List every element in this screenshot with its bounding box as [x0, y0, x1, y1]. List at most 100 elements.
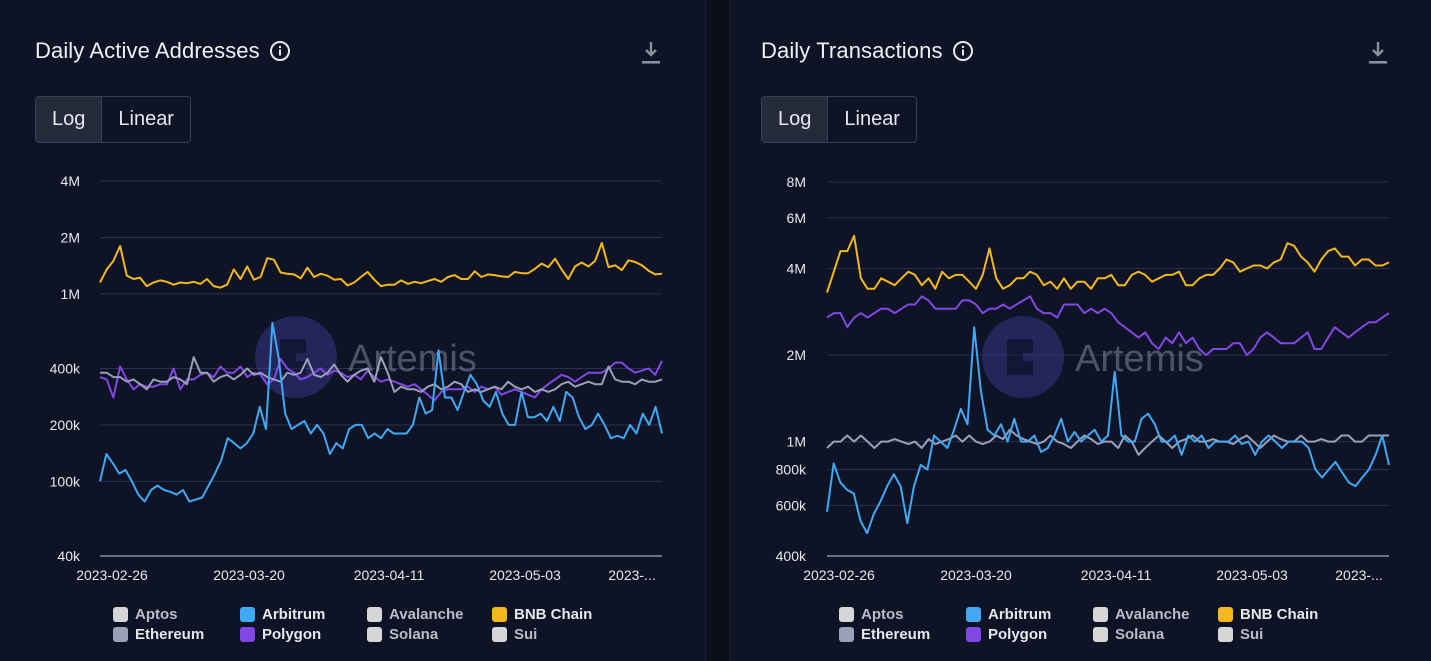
series-line-polygon[interactable] — [99, 357, 663, 402]
legend-item-solana[interactable]: Solana — [367, 626, 492, 643]
x-tick-label: 2023-05-03 — [1216, 567, 1288, 583]
legend-item-aptos[interactable]: Aptos — [113, 606, 240, 623]
legend-item-avalanche[interactable]: Avalanche — [1093, 606, 1218, 623]
series-line-ethereum[interactable] — [100, 356, 663, 393]
y-tick-label: 1M — [61, 286, 80, 302]
legend-item-polygon[interactable]: Polygon — [240, 626, 367, 643]
legend-label: Solana — [389, 626, 439, 643]
artemis-watermark: Artemis — [982, 316, 1204, 398]
chart-legend: Aptos Arbitrum Avalanche BNB Chain Ethereum P… — [839, 606, 1348, 643]
legend-label: Sui — [1240, 626, 1264, 643]
legend-item-avalanche[interactable]: Avalanche — [367, 606, 492, 623]
x-tick-label: 2023-04-11 — [354, 567, 425, 583]
legend-label: Arbitrum — [262, 606, 326, 623]
y-tick-label: 400k — [776, 548, 807, 564]
legend-item-arbitrum[interactable]: Arbitrum — [240, 606, 367, 623]
legend-label: Arbitrum — [988, 606, 1052, 623]
watermark-text: Artemis — [1075, 338, 1204, 380]
chart-legend: Aptos Arbitrum Avalanche BNB Chain Ethereum P… — [113, 606, 622, 643]
series-line-polygon[interactable] — [826, 295, 1390, 357]
y-tick-label: 600k — [776, 497, 807, 513]
x-tick-label: 2023-02-26 — [803, 567, 875, 583]
y-tick-label: 4M — [61, 173, 80, 189]
x-tick-label: 2023-... — [1335, 567, 1382, 583]
y-tick-label: 100k — [50, 473, 81, 489]
daily-active-addresses-panel: Daily Active Addresses Log Linear 4M 2M 1M… — [0, 0, 706, 661]
y-tick-label: 4M — [787, 261, 806, 277]
legend-item-ethereum[interactable]: Ethereum — [113, 626, 240, 643]
y-tick-label: 2M — [61, 229, 80, 245]
artemis-logo-mark — [1007, 339, 1033, 375]
legend-item-aptos[interactable]: Aptos — [839, 606, 966, 623]
series-line-bnb-chain[interactable] — [99, 241, 663, 289]
daily-transactions-chart: 8M 6M 4M 2M 1M 800k 600k 400k Artemis 2023-02-26 2… — [776, 174, 1390, 583]
legend-swatch — [240, 627, 255, 642]
log-scale-button[interactable]: Log — [762, 97, 829, 142]
legend-item-solana[interactable]: Solana — [1093, 626, 1218, 643]
linear-scale-button[interactable]: Linear — [118, 108, 174, 130]
legend-swatch — [492, 627, 507, 642]
download-icon[interactable] — [640, 40, 662, 66]
linear-scale-button[interactable]: Linear — [844, 108, 900, 130]
log-scale-button[interactable]: Log — [36, 97, 103, 142]
legend-swatch — [1093, 627, 1108, 642]
legend-swatch — [367, 607, 382, 622]
scale-toggle: Log Linear — [35, 96, 191, 143]
legend-swatch — [1218, 627, 1233, 642]
y-tick-label: 400k — [50, 361, 81, 377]
daily-active-addresses-chart: 4M 2M 1M 400k 200k 100k 40k Artemis 2023-02-26 20… — [50, 173, 663, 583]
series-line-arbitrum[interactable] — [826, 326, 1390, 535]
legend-swatch — [113, 607, 128, 622]
chart-title-text: Daily Transactions — [761, 38, 943, 63]
legend-label: Sui — [514, 626, 538, 643]
x-tick-label: 2023-04-11 — [1081, 567, 1152, 583]
y-tick-label: 6M — [787, 210, 806, 226]
y-tick-label: 40k — [57, 548, 81, 564]
legend-item-arbitrum[interactable]: Arbitrum — [966, 606, 1093, 623]
legend-swatch — [839, 627, 854, 642]
legend-label: Avalanche — [389, 606, 464, 623]
watermark-text: Artemis — [348, 338, 477, 380]
y-tick-label: 800k — [776, 461, 807, 477]
x-tick-label: 2023-... — [608, 567, 655, 583]
y-tick-label: 1M — [787, 434, 806, 450]
y-tick-label: 2M — [787, 347, 806, 363]
legend-swatch — [966, 627, 981, 642]
legend-label: BNB Chain — [1240, 606, 1319, 623]
legend-item-sui[interactable]: Sui — [492, 626, 622, 643]
legend-swatch — [492, 607, 507, 622]
legend-label: Polygon — [262, 626, 322, 643]
legend-swatch — [839, 607, 854, 622]
daily-transactions-panel: Daily Transactions Log Linear 8M 6M 4M 2M 1M… — [730, 0, 1431, 661]
legend-swatch — [113, 627, 128, 642]
info-icon[interactable] — [269, 40, 291, 62]
legend-label: Ethereum — [135, 626, 205, 643]
y-tick-label: 8M — [787, 174, 806, 190]
legend-item-bnb-chain[interactable]: BNB Chain — [1218, 606, 1348, 623]
legend-swatch — [367, 627, 382, 642]
download-icon[interactable] — [1367, 40, 1389, 66]
legend-label: Solana — [1115, 626, 1165, 643]
legend-item-ethereum[interactable]: Ethereum — [839, 626, 966, 643]
legend-swatch — [240, 607, 255, 622]
legend-swatch — [966, 607, 981, 622]
legend-label: Ethereum — [861, 626, 931, 643]
legend-label: BNB Chain — [514, 606, 593, 623]
artemis-logo-icon — [982, 316, 1064, 398]
legend-item-bnb-chain[interactable]: BNB Chain — [492, 606, 622, 623]
series-line-ethereum[interactable] — [826, 428, 1389, 456]
legend-label: Avalanche — [1115, 606, 1190, 623]
series-line-arbitrum[interactable] — [99, 321, 663, 503]
legend-item-sui[interactable]: Sui — [1218, 626, 1348, 643]
chart-title: Daily Active Addresses — [35, 38, 291, 64]
x-tick-label: 2023-02-26 — [76, 567, 148, 583]
chart-title-text: Daily Active Addresses — [35, 38, 260, 63]
x-tick-label: 2023-05-03 — [489, 567, 561, 583]
scale-toggle: Log Linear — [761, 96, 917, 143]
legend-item-polygon[interactable]: Polygon — [966, 626, 1093, 643]
info-icon[interactable] — [952, 40, 974, 62]
chart-title: Daily Transactions — [761, 38, 974, 64]
legend-swatch — [1093, 607, 1108, 622]
x-tick-label: 2023-03-20 — [213, 567, 285, 583]
series-line-bnb-chain[interactable] — [826, 234, 1390, 293]
